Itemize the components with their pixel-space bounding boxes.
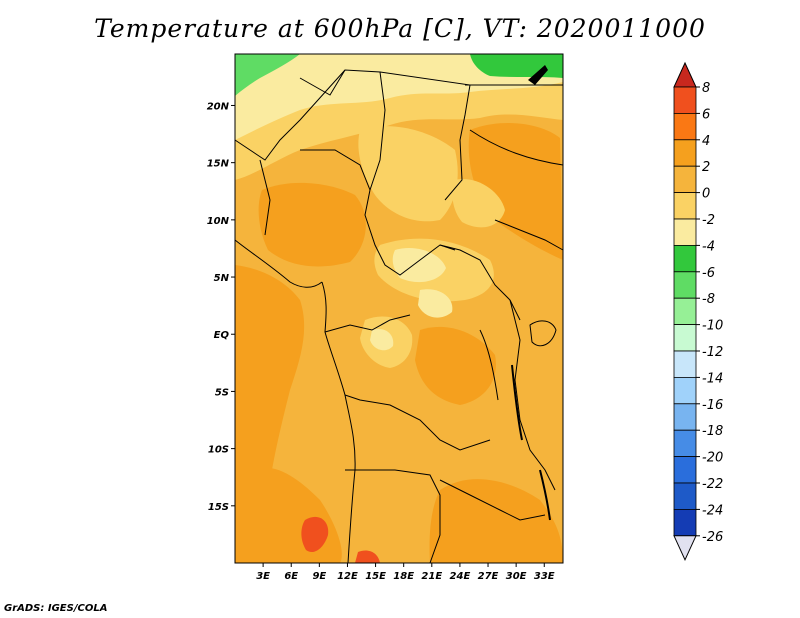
- lon-label: 6E: [284, 571, 298, 582]
- chart-title: Temperature at 600hPa [C], VT: 202001100…: [94, 14, 706, 43]
- nigeria-warm: [258, 182, 366, 267]
- lon-label: 27E: [478, 571, 499, 582]
- border-line-9: [324, 314, 411, 333]
- colorbar-box: [673, 508, 697, 537]
- colorbar-box: [673, 113, 697, 141]
- hot-spot-2: [355, 550, 380, 563]
- sudan-yellow: [452, 179, 505, 228]
- colorbar-label: -14: [702, 371, 723, 386]
- lake-nasser: [528, 65, 548, 85]
- colorbar-bottom-arrow: [673, 535, 697, 562]
- east-warm: [468, 123, 563, 260]
- congo-warm: [415, 326, 496, 405]
- border-line-7: [300, 149, 371, 191]
- border-line-5: [364, 189, 456, 276]
- colorbar-box: [673, 86, 697, 114]
- colorbar-label: -26: [702, 530, 723, 545]
- southeast-warm: [429, 479, 563, 563]
- lat-label: 5S: [215, 387, 229, 398]
- lon-label: 3E: [256, 571, 270, 582]
- lat-label: 20N: [207, 101, 230, 112]
- pale-patch-2: [418, 289, 453, 318]
- map-frame: [234, 53, 564, 564]
- border-line-13: [509, 299, 556, 491]
- colorbar-label: -4: [702, 239, 715, 254]
- colorbar: 8 6 4 2 0 -2 -4 -6 -8 -10 -12 -14 -16 -18 -20 -22 -24 -26: [673, 61, 723, 562]
- colorbar-label: 0: [702, 187, 710, 202]
- colorbar-label: -2: [702, 213, 715, 228]
- border-line-10: [344, 394, 491, 451]
- colorbar-box: [673, 403, 697, 431]
- nw-green: [235, 54, 300, 96]
- colorbar-label: 2: [702, 160, 710, 175]
- border-line-0: [234, 239, 323, 288]
- colorbar-box: [673, 244, 697, 273]
- chad-yellow: [358, 126, 458, 222]
- lat-label: 10S: [208, 445, 229, 456]
- colorbar-label: -12: [702, 345, 723, 360]
- colorbar-label: -10: [702, 319, 723, 334]
- colorbar-box: [673, 350, 697, 378]
- latitude-axis: 20N 15N 10N 5N EQ 5S 10S 15S: [207, 101, 235, 513]
- colorbar-box: [673, 297, 697, 326]
- colorbar-label: -8: [702, 292, 715, 307]
- colorbar-label: -16: [702, 398, 723, 413]
- colorbar-top-arrow: [673, 61, 697, 88]
- lon-label: 21E: [421, 571, 442, 582]
- lat-label: EQ: [214, 330, 230, 341]
- lon-label: 15E: [365, 571, 386, 582]
- colorbar-box: [673, 429, 697, 458]
- lat-label: 5N: [214, 273, 230, 284]
- border-line-17: [494, 219, 564, 251]
- lake-victoria: [529, 320, 557, 347]
- lat-label: 15S: [208, 502, 229, 513]
- lon-label: 12E: [337, 571, 358, 582]
- country-borders: [234, 65, 564, 564]
- colorbar-box: [673, 324, 697, 352]
- colorbar-box: [673, 271, 697, 299]
- colorbar-box: [673, 192, 697, 220]
- colorbar-box: [673, 139, 697, 167]
- border-line-14: [479, 329, 499, 401]
- colorbar-box: [673, 165, 697, 193]
- colorbar-label: -22: [702, 477, 723, 492]
- lon-label: 24E: [450, 571, 471, 582]
- colorbar-box: [673, 376, 697, 405]
- lat-label: 15N: [207, 159, 230, 170]
- colorbar-box: [673, 456, 697, 484]
- north-pale: [235, 54, 563, 140]
- colorbar-label: -6: [702, 266, 715, 281]
- border-line-6: [259, 159, 271, 236]
- colorbar-box: [673, 482, 697, 510]
- hot-spot-1: [301, 516, 329, 553]
- colorbar-box: [673, 218, 697, 246]
- lon-label: 30E: [506, 571, 527, 582]
- grads-credit: GrADS: IGES/COLA: [4, 603, 108, 614]
- lake-malawi: [539, 469, 551, 521]
- colorbar-label: -18: [702, 424, 723, 439]
- lake-tanganyika: [511, 364, 523, 441]
- lat-label: 10N: [207, 216, 230, 227]
- pale-patch-1: [392, 248, 446, 283]
- border-line-3: [234, 69, 346, 161]
- border-line-16: [469, 129, 564, 166]
- colorbar-label: 6: [702, 107, 710, 122]
- colorbar-label: -20: [702, 451, 723, 466]
- lon-label: 18E: [393, 571, 414, 582]
- lon-label: 33E: [534, 571, 555, 582]
- colorbar-label: 4: [702, 134, 710, 149]
- border-line-12: [439, 479, 546, 521]
- longitude-axis: 3E 6E 9E 12E 15E 18E 21E 24E 27E 30E 33E: [256, 563, 555, 582]
- pale-patch-3: [370, 328, 394, 351]
- border-line-8: [439, 244, 521, 321]
- colorbar-label: -24: [702, 503, 723, 518]
- border-line-4: [379, 71, 471, 201]
- lon-label: 9E: [312, 571, 326, 582]
- colorbar-label: 8: [702, 81, 710, 96]
- temperature-field: [235, 54, 563, 563]
- border-line-11: [345, 469, 441, 564]
